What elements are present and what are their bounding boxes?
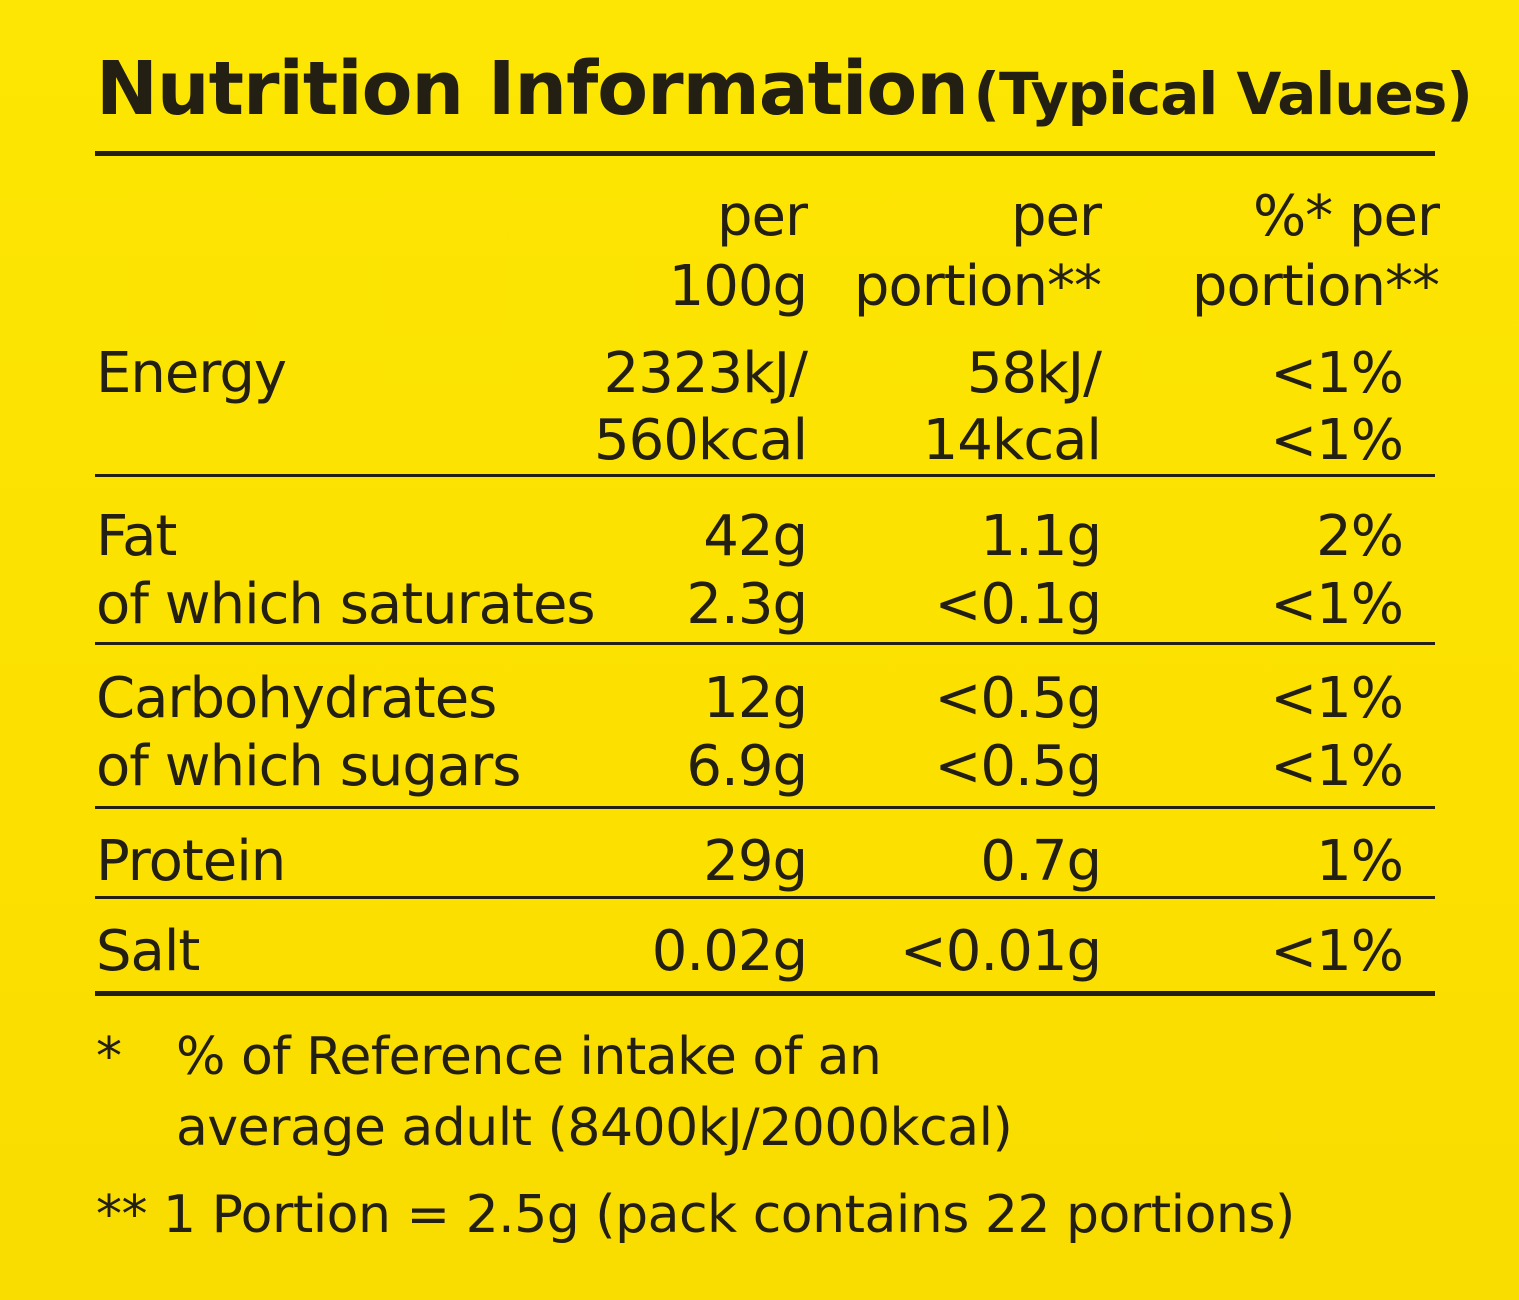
footnote-reference-intake-line1: % of Reference intake of an [176,1027,882,1087]
carbohydrates-ri: <1% [1270,666,1404,731]
salt-per-100g: 0.02g [651,919,808,984]
sugars-ri: <1% [1270,734,1404,799]
energy-kj-per-portion: 58kJ/ [966,341,1102,406]
header-ri-line1: %* per [1252,184,1440,249]
saturates-per-100g: 2.3g [686,572,808,637]
energy-kj-per-100g: 2323kJ/ [603,341,808,406]
row-divider [95,474,1435,477]
protein-per-portion: 0.7g [980,829,1102,894]
saturates-ri: <1% [1270,572,1404,637]
footnote-reference-intake-line2: average adult (8400kJ/2000kcal) [176,1098,1013,1158]
sugars-per-portion: <0.5g [934,734,1102,799]
row-label-saturates: of which saturates [96,572,596,637]
sugars-per-100g: 6.9g [686,734,808,799]
header-ri-line2: portion** [1191,254,1440,319]
title-divider [95,151,1435,156]
table-bottom-divider [95,991,1435,996]
footnote-portion-size: ** 1 Portion = 2.5g (pack contains 22 po… [96,1185,1295,1245]
fat-ri: 2% [1316,504,1404,569]
saturates-per-portion: <0.1g [934,572,1102,637]
row-label-energy: Energy [96,341,287,406]
header-per-portion-line2: portion** [853,254,1102,319]
fat-per-100g: 42g [703,504,808,569]
energy-kj-ri: <1% [1270,341,1404,406]
protein-per-100g: 29g [703,829,808,894]
header-per-portion-line1: per [1010,184,1102,249]
row-label-protein: Protein [96,829,286,894]
carbohydrates-per-100g: 12g [703,666,808,731]
energy-kcal-per-portion: 14kcal [922,408,1102,473]
carbohydrates-per-portion: <0.5g [934,666,1102,731]
row-label-sugars: of which sugars [96,734,521,799]
protein-ri: 1% [1316,829,1404,894]
energy-kcal-per-100g: 560kcal [594,408,808,473]
row-label-fat: Fat [96,504,177,569]
header-per-100g-line2: 100g [668,254,808,319]
fat-per-portion: 1.1g [980,504,1102,569]
header-per-100g-line1: per [716,184,808,249]
title-sub: (Typical Values) [973,60,1473,128]
salt-per-portion: <0.01g [899,919,1102,984]
nutrition-title: Nutrition Information (Typical Values) [96,52,1473,128]
row-divider [95,642,1435,645]
row-label-carbohydrates: Carbohydrates [96,666,497,731]
footnote-star-mark: * [96,1027,122,1087]
salt-ri: <1% [1270,919,1404,984]
energy-kcal-ri: <1% [1270,408,1404,473]
row-divider [95,896,1435,899]
title-main: Nutrition Information [96,46,969,132]
row-label-salt: Salt [96,919,200,984]
row-divider [95,806,1435,809]
